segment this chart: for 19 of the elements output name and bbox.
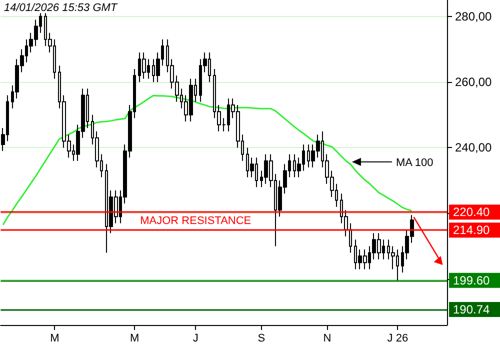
y-tick-label: 260,00 (455, 75, 492, 90)
candlestick (142, 52, 146, 80)
annotation: 14/01/2026 15:53 GMT (4, 2, 118, 14)
x-tick-label: S (258, 332, 266, 344)
x-tick-label: M (130, 332, 140, 344)
candlestick (349, 222, 352, 254)
y-tick-label: 240,00 (455, 140, 492, 155)
ref-line-label: 214.90 (453, 223, 490, 238)
x-tick-label: J 26 (387, 332, 408, 344)
text: MA 100 (396, 156, 434, 169)
ref-line-label: 220.40 (453, 205, 490, 220)
x-tick-label: N (323, 332, 332, 344)
x-tick-label: M (50, 332, 60, 344)
x-tick-label: J (192, 332, 198, 344)
ref-line-label: 199.60 (453, 273, 490, 288)
line-series (2, 94, 413, 226)
ref-line-label: 190.74 (453, 302, 490, 316)
y-tick-label: 280,00 (455, 9, 492, 24)
annotation: MAJOR RESISTANCE (140, 215, 252, 228)
